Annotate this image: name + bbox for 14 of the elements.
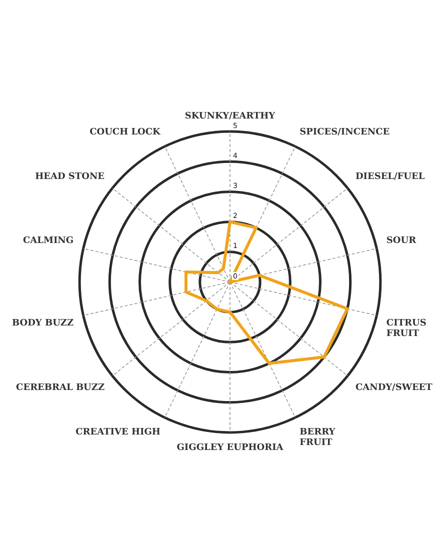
spoke-label: GIGGLEY EUPHORIA [176,443,284,454]
spoke-label: CREATIVE HIGH [76,427,161,438]
spoke-label: HEAD STONE [35,172,105,182]
spoke-label: BODY BUZZ [12,318,74,328]
spoke-label: CITRUS FRUIT [386,318,426,340]
spoke-label: CEREBRAL BUZZ [16,382,105,393]
spoke-label: CANDY/SWEET [355,382,433,393]
spoke-label: SPICES/INCENCE [300,127,390,138]
spoke-label: DIESEL/FUEL [355,172,426,182]
spoke-label: BERRY FRUIT [300,427,336,448]
spoke-label: COUCH LOCK [90,127,162,138]
spoke-label: SKUNKY/EARTHY [184,111,276,122]
spoke-label: SOUR [386,236,417,246]
spoke-label: CALMING [23,236,74,246]
